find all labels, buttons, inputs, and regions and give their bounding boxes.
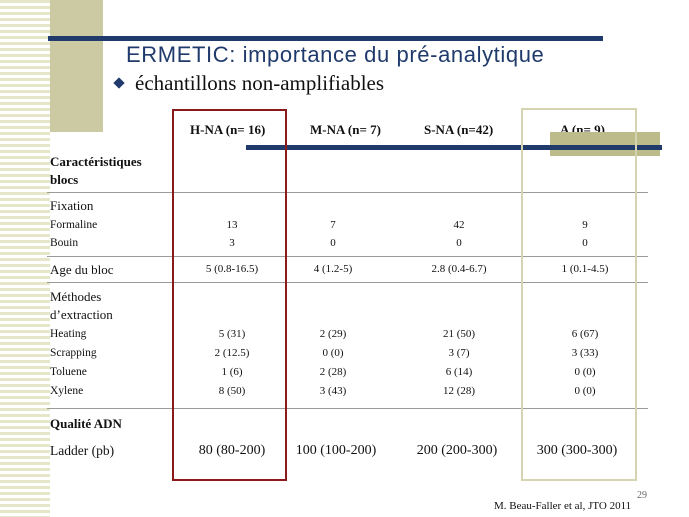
decorative-block (50, 0, 103, 132)
row-divider (47, 408, 648, 409)
heating-m-na: 2 (29) (319, 328, 347, 340)
row-divider (47, 282, 648, 283)
toluene-label: Toluene (50, 366, 87, 378)
ladder-m-na: 100 (100-200) (295, 443, 377, 458)
decorative-stripes (0, 0, 50, 517)
row-divider (47, 256, 648, 257)
highlight-box-a (521, 108, 637, 481)
toluene-s-na: 6 (14) (445, 366, 473, 378)
ladder-s-na: 200 (200-300) (416, 443, 498, 458)
formaline-s-na: 42 (453, 219, 465, 231)
bullet-item: échantillons non-amplifiables (113, 71, 385, 96)
row-divider (47, 192, 648, 193)
qualite-label: Qualité ADN (50, 416, 122, 431)
diamond-bullet-icon (113, 77, 125, 89)
ladder-h-na: 80 (80-200) (198, 443, 266, 458)
heating-s-na: 21 (50) (442, 328, 476, 340)
age-s-na: 2.8 (0.4-6.7) (431, 263, 487, 275)
scrapping-h-na: 2 (12.5) (214, 347, 250, 359)
methodes-label-2: d’extraction (50, 307, 113, 322)
toluene-h-na: 1 (6) (221, 366, 243, 378)
toluene-m-na: 2 (28) (319, 366, 347, 378)
age-label: Age du bloc (50, 262, 114, 277)
fixation-label: Fixation (50, 198, 94, 213)
formaline-label: Formaline (50, 219, 98, 231)
age-m-na: 4 (1.2-5) (313, 263, 353, 275)
xylene-m-na: 3 (43) (319, 385, 347, 397)
xylene-h-na: 8 (50) (218, 385, 246, 397)
page-number: 29 (637, 490, 647, 501)
col-header-s-na: S-NA (n=42) (424, 122, 494, 137)
xylene-s-na: 12 (28) (442, 385, 476, 397)
col-header-h-na: H-NA (n= 16) (190, 122, 266, 137)
bullet-text: échantillons non-amplifiables (135, 71, 385, 95)
header-rule (246, 145, 662, 150)
title-rule (48, 36, 603, 41)
xylene-a: 0 (0) (574, 385, 596, 397)
section-caracteristiques-1: Caractéristiques (50, 154, 142, 169)
col-header-m-na: M-NA (n= 7) (310, 122, 381, 137)
formaline-a: 9 (582, 219, 588, 231)
section-caracteristiques-2: blocs (50, 172, 79, 187)
heating-h-na: 5 (31) (218, 328, 246, 340)
bouin-h-na: 3 (229, 237, 235, 249)
ladder-a: 300 (300-300) (536, 443, 618, 458)
bouin-a: 0 (582, 237, 588, 249)
heating-a: 6 (67) (571, 328, 599, 340)
highlight-box-h-na (172, 109, 287, 481)
methodes-label-1: Méthodes (50, 289, 102, 304)
formaline-h-na: 13 (226, 219, 238, 231)
scrapping-s-na: 3 (7) (448, 347, 470, 359)
age-a: 1 (0.1-4.5) (561, 263, 609, 275)
formaline-m-na: 7 (330, 219, 336, 231)
citation: M. Beau-Faller et al, JTO 2011 (494, 500, 632, 512)
bouin-label: Bouin (50, 237, 79, 249)
scrapping-label: Scrapping (50, 347, 97, 359)
ladder-label: Ladder (pb) (50, 443, 115, 458)
bouin-m-na: 0 (330, 237, 336, 249)
heating-label: Heating (50, 328, 87, 340)
slide-title: ERMETIC: importance du pré-analytique (126, 42, 545, 67)
scrapping-a: 3 (33) (571, 347, 599, 359)
xylene-label: Xylene (50, 385, 84, 397)
decorative-header-block (550, 132, 660, 156)
age-h-na: 5 (0.8-16.5) (205, 263, 259, 275)
scrapping-m-na: 0 (0) (322, 347, 344, 359)
bouin-s-na: 0 (456, 237, 462, 249)
toluene-a: 0 (0) (574, 366, 596, 378)
